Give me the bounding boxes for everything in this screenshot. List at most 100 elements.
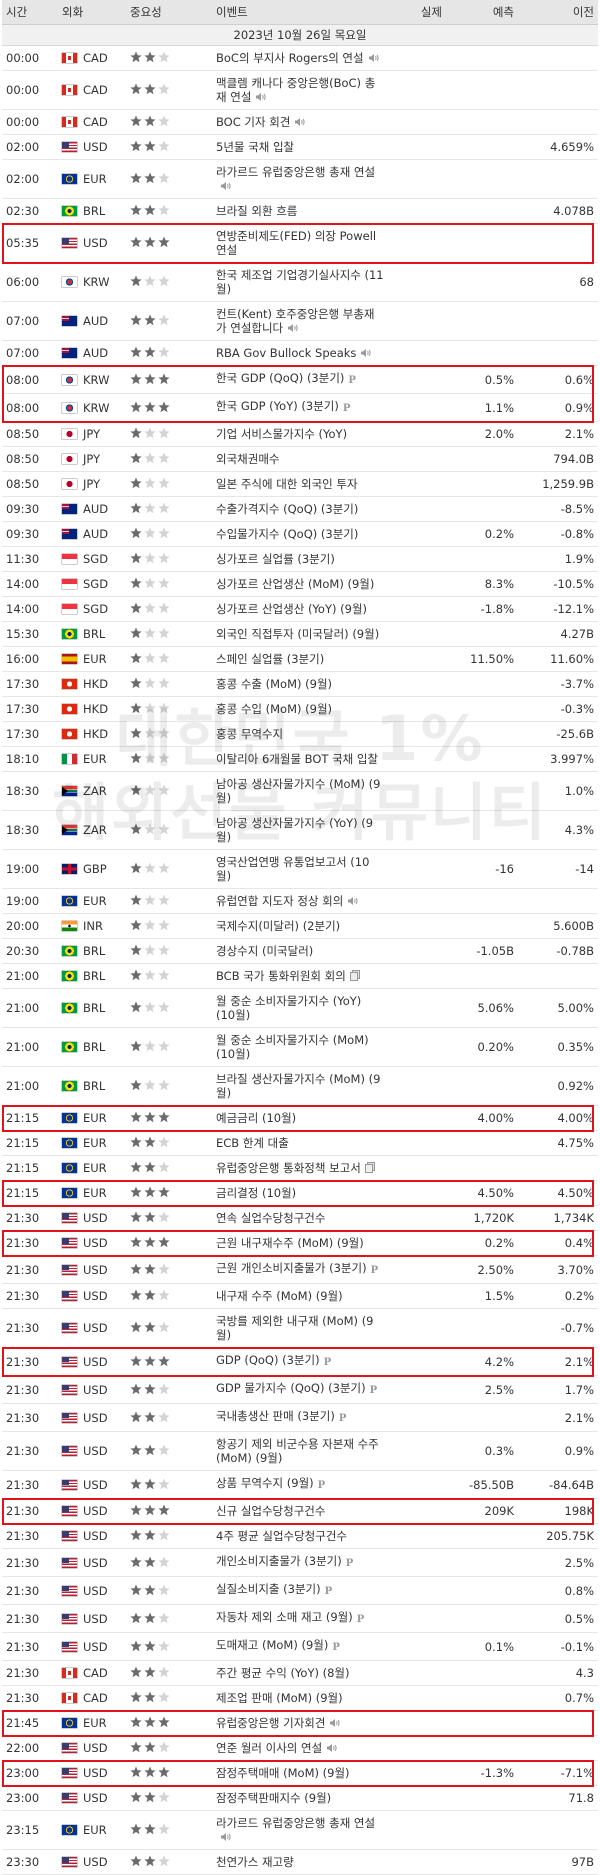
currency: USD [58,223,126,263]
importance [126,1810,212,1850]
importance [126,1347,212,1376]
star [144,1855,156,1867]
previous [518,1710,598,1736]
event-row: 18:10 EUR 이탈리아 6개월물 BOT 국채 입찰 3.997% [2,746,598,772]
event-name: 남아공 생산자물가지수 (YoY) (9월) [216,816,374,844]
star [144,752,156,764]
time: 16:00 [2,646,58,672]
stars [130,115,172,129]
flag [62,1641,77,1652]
event: 항공기 제외 비군수용 자본재 수주 (MoM) (9월) [212,1431,388,1471]
star-shape [130,140,142,152]
actual [388,496,446,522]
event: 라가르드 유럽중앙은행 총재 연설 [212,1810,388,1850]
event-row: 23:15 EUR 라가르드 유럽중앙은행 총재 연설 [2,1810,598,1850]
importance [126,646,212,672]
previous: 5.00% [518,988,598,1028]
importance [126,596,212,622]
star [144,1478,156,1489]
event: 한국 GDP (YoY) (3분기) P [212,393,388,422]
forecast: 0.5% [446,365,518,394]
star-shape [158,552,170,564]
forecast: 1,720K [446,1205,518,1231]
time: 21:15 [2,1105,58,1131]
star-shape [158,452,170,464]
forecast [446,1523,518,1549]
currency: USD [58,1760,126,1786]
star [130,452,142,464]
star [144,1136,156,1148]
star [130,552,142,564]
star-shape [130,1383,142,1394]
forecast: 209K [446,1498,518,1524]
event: 제조업 판매 (MoM) (9월) [212,1685,388,1711]
forecast-value: -1.3% [480,1766,514,1780]
star-shape [130,115,142,127]
currency-code: USD [83,1382,108,1397]
star-shape [144,944,156,956]
flag [62,946,77,956]
importance [126,45,212,71]
event-name: 4주 평균 실업수당청구건수 [216,1529,348,1543]
time: 02:30 [2,198,58,224]
previous: 4.27B [518,621,598,647]
star-shape [144,275,156,287]
forecast: 0.2% [446,521,518,547]
event-name: 유럽중앙은행 기자회견 [216,1716,326,1730]
event-row: 21:30 USD 4주 평균 실업수당청구건수 205.75K [2,1523,598,1549]
importance [126,446,212,472]
actual [388,746,446,772]
event: 영국산업연맹 유통업보고서 (10월) [212,849,388,889]
star [144,1161,156,1173]
preliminary-icon: P [317,1480,326,1491]
star-shape [144,1823,156,1835]
event: 브라질 외환 흐름 [212,198,388,224]
star-shape [144,652,156,664]
star-shape [144,1355,156,1366]
star [158,140,170,152]
actual [388,159,446,199]
importance [126,1155,212,1181]
star-shape [130,527,142,539]
star [144,1691,156,1703]
event-name: 스페인 실업률 (3분기) [216,652,325,666]
currency: EUR [58,888,126,914]
star [144,1263,156,1274]
actual [388,1180,446,1206]
previous-value: 11.60% [550,652,594,666]
flag [62,1693,77,1703]
currency: ZAR [58,810,126,850]
star-shape [130,1186,142,1198]
event-name: 맥클렘 캐나다 중앙은행(BoC) 총재 연설 [216,76,376,104]
star-shape [144,1236,156,1248]
star-shape [158,140,170,152]
currency: USD [58,1308,126,1348]
event-row: 23:00 USD 잠정주택매매 (MoM) (9월) -1.3% -7.1% [2,1760,598,1786]
star [144,577,156,589]
sound-wave [227,182,231,190]
currency-code: USD [83,1611,108,1626]
importance [126,365,212,394]
star [130,1321,142,1333]
currency: BRL [58,938,126,964]
event-name: 기업 서비스물가지수 (YoY) [216,427,348,441]
star-shape [158,1040,170,1052]
currency: BRL [58,963,126,989]
forecast: -85.50B [446,1470,518,1499]
forecast-value: 4.2% [484,1354,514,1369]
flag [62,479,77,489]
previous: 2.1% [518,421,598,447]
event: 국내총생산 판매 (3분기) P [212,1403,388,1432]
star-shape [144,677,156,689]
event: 라가르드 유럽중앙은행 총재 연설 [212,159,388,199]
time: 18:30 [2,810,58,850]
flag [62,1668,77,1678]
importance [126,963,212,989]
event-row: 21:30 USD 근원 개인소비지출물가 (3분기) P 2.50% 3.70% [2,1255,598,1284]
forecast: 8.3% [446,571,518,597]
time: 21:45 [2,1710,58,1736]
star [130,1079,142,1091]
event-name: ECB 한계 대출 [216,1136,289,1150]
previous-value: 1.9% [564,552,594,566]
flag [62,374,77,385]
